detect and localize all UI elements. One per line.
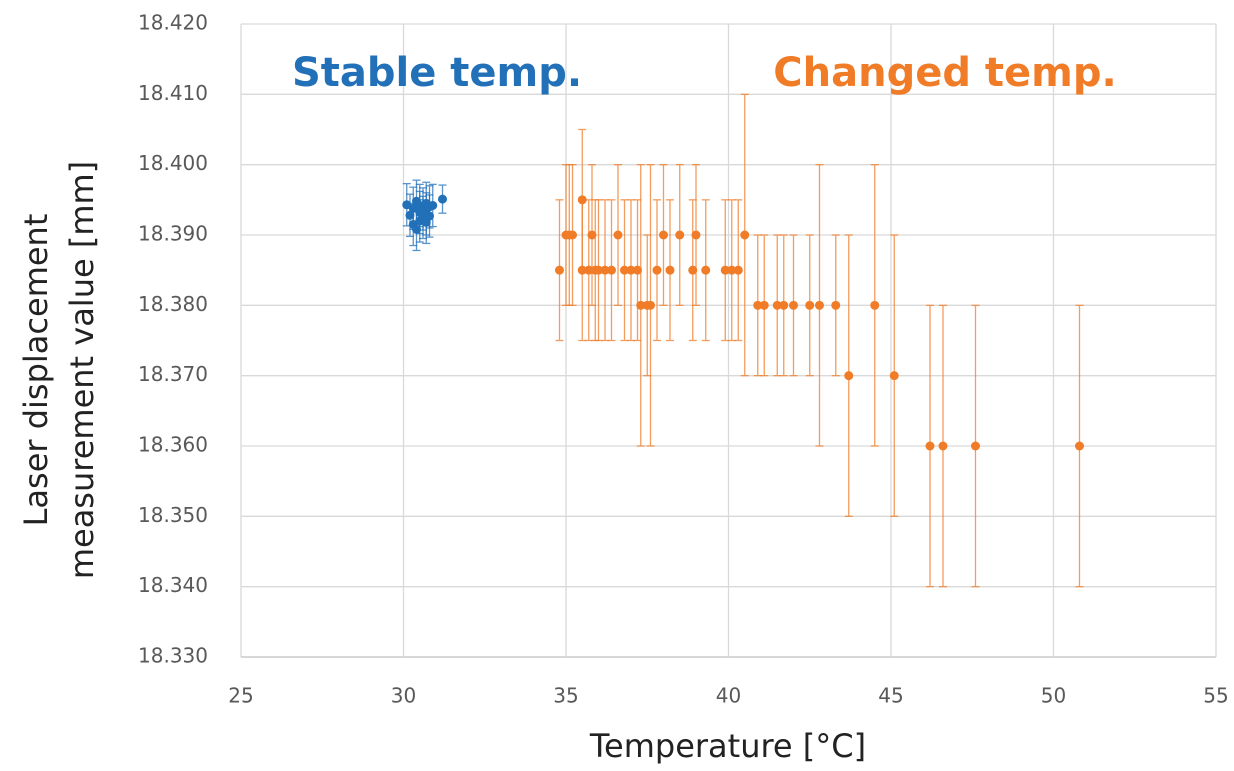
point xyxy=(646,300,655,310)
x-tick-label: 35 xyxy=(553,684,578,708)
point xyxy=(568,230,577,240)
point xyxy=(727,265,737,275)
point xyxy=(805,300,815,310)
y-tick-label: 18.330 xyxy=(138,644,208,668)
point xyxy=(925,441,935,451)
x-tick-label: 50 xyxy=(1041,684,1066,708)
y-tick-label: 18.420 xyxy=(138,11,208,35)
point xyxy=(600,265,610,275)
point xyxy=(428,200,438,210)
point xyxy=(607,265,616,275)
point xyxy=(620,265,629,275)
point xyxy=(633,265,642,275)
y-tick-label: 18.350 xyxy=(138,503,208,527)
point xyxy=(613,230,623,240)
point xyxy=(425,211,434,221)
point xyxy=(587,230,597,240)
point xyxy=(659,230,668,240)
y-tick-label: 18.390 xyxy=(138,222,208,246)
y-axis-title: Laser displacement xyxy=(17,214,55,527)
x-tick-label: 30 xyxy=(391,684,416,708)
annotation: Changed temp. xyxy=(773,50,1116,96)
point xyxy=(665,265,675,275)
point xyxy=(815,300,824,310)
point xyxy=(720,265,730,275)
point xyxy=(971,441,980,451)
point xyxy=(412,224,421,234)
point xyxy=(733,265,743,275)
point xyxy=(675,230,685,240)
point xyxy=(636,300,646,310)
annotation: Stable temp. xyxy=(292,50,582,96)
point xyxy=(405,210,415,220)
point xyxy=(626,265,636,275)
point xyxy=(740,230,750,240)
point xyxy=(938,441,948,451)
point xyxy=(759,300,769,310)
y-axis-title: measurement value [mm] xyxy=(63,161,101,579)
point xyxy=(753,300,763,310)
point xyxy=(779,300,789,310)
point xyxy=(1075,441,1084,451)
point xyxy=(701,265,711,275)
point xyxy=(844,371,854,381)
point xyxy=(789,300,798,310)
y-tick-label: 18.380 xyxy=(138,292,208,316)
x-tick-label: 25 xyxy=(228,684,253,708)
x-tick-label: 45 xyxy=(878,684,903,708)
point xyxy=(577,195,587,205)
point xyxy=(889,371,899,381)
point xyxy=(831,300,841,310)
point xyxy=(772,300,782,310)
point xyxy=(584,265,594,275)
x-axis-title: Temperature [°C] xyxy=(589,727,866,765)
y-tick-label: 18.400 xyxy=(138,151,208,175)
point xyxy=(577,265,587,275)
point xyxy=(652,265,662,275)
y-tick-label: 18.410 xyxy=(138,81,208,105)
point xyxy=(555,265,564,275)
y-tick-label: 18.370 xyxy=(138,362,208,386)
x-tick-label: 40 xyxy=(716,684,741,708)
point xyxy=(688,265,698,275)
y-tick-label: 18.340 xyxy=(138,573,208,597)
point xyxy=(691,230,701,240)
point xyxy=(870,300,880,310)
point xyxy=(594,265,603,275)
y-tick-label: 18.360 xyxy=(138,433,208,457)
point xyxy=(438,194,447,204)
x-tick-label: 55 xyxy=(1203,684,1228,708)
